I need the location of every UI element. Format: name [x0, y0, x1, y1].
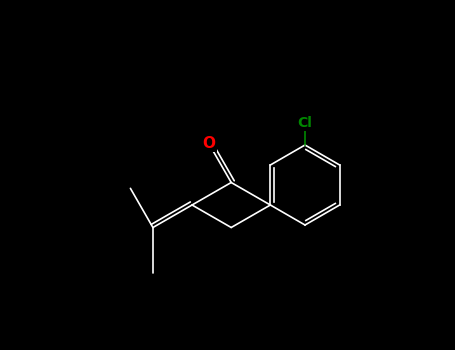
Text: Cl: Cl	[298, 116, 313, 130]
Text: O: O	[202, 136, 215, 151]
